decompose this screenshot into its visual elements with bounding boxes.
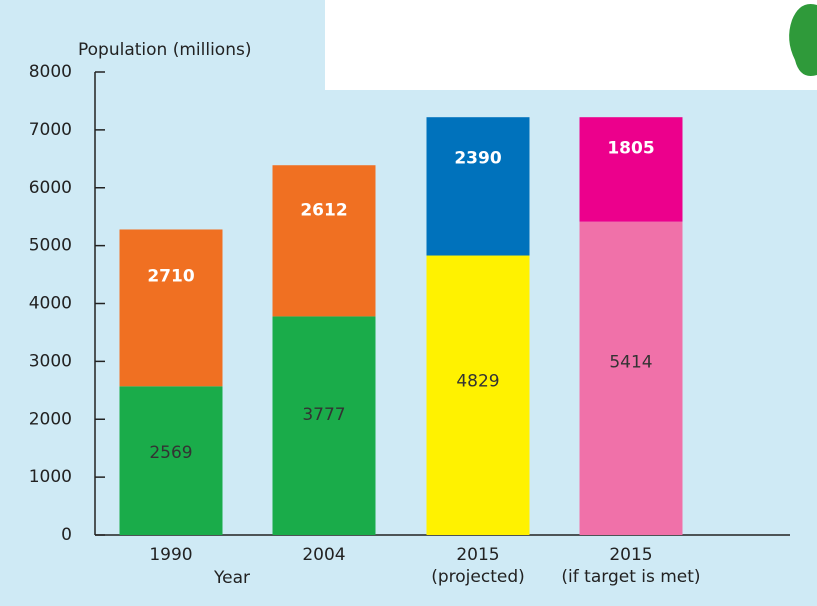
data-label: 4829 [456,371,499,391]
data-label: 2569 [149,443,192,463]
data-label: 2612 [300,201,347,221]
x-tick-label: (if target is met) [561,567,700,587]
bar-segment [272,316,376,535]
image-overlay [325,0,817,90]
y-tick-label: 8000 [29,62,72,82]
y-axis-label: Population (millions) [78,40,251,60]
data-label: 2390 [454,149,501,169]
x-tick-label: 2004 [302,545,345,565]
y-tick-label: 7000 [29,120,72,140]
data-label: 3777 [302,405,345,425]
bar-segment [426,255,530,536]
bar-segment [119,229,223,387]
y-tick-label: 5000 [29,236,72,256]
data-label: 5414 [609,353,652,373]
y-tick-label: 1000 [29,467,72,487]
y-tick-label: 3000 [29,351,72,371]
data-label: 1805 [607,139,654,159]
y-tick-label: 2000 [29,409,72,429]
data-label: 2710 [147,267,194,287]
y-tick-label: 6000 [29,178,72,198]
x-tick-label: (projected) [431,567,525,587]
x-tick-label: 2015 [609,545,652,565]
x-axis-label: Year [213,568,250,588]
bar-segment [426,117,530,256]
bar-segment [272,165,376,317]
bar-segment [579,221,683,536]
decoration [789,4,817,76]
y-tick-label: 0 [61,525,72,545]
bar-segment [119,386,223,535]
y-tick-label: 4000 [29,294,72,314]
x-tick-label: 2015 [456,545,499,565]
x-tick-label: 1990 [149,545,192,565]
bar-segment [579,117,683,222]
